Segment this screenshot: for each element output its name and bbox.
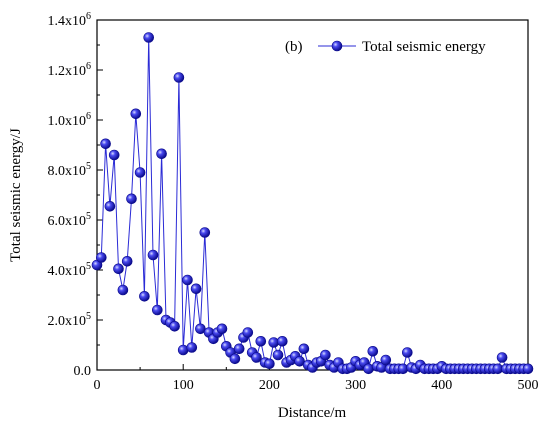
data-point: [108, 149, 120, 161]
data-point: [255, 335, 267, 347]
panel-label: (b): [285, 39, 303, 55]
legend-marker: [331, 40, 343, 52]
y-tick-label: 4.0x105: [48, 261, 92, 279]
data-point: [264, 358, 275, 370]
data-point: [121, 255, 133, 267]
data-point: [173, 72, 185, 83]
data-point: [126, 193, 137, 205]
y-tick-label: 2.0x105: [48, 311, 92, 329]
data-point: [496, 352, 508, 363]
x-axis-title: Distance/m: [278, 405, 347, 421]
x-tick-label: 100: [173, 378, 194, 393]
data-point: [251, 352, 262, 363]
data-point: [367, 345, 379, 357]
data-point: [147, 249, 159, 261]
data-point: [401, 347, 413, 358]
data-point: [380, 354, 392, 366]
data-point: [186, 342, 198, 353]
data-point: [130, 108, 142, 120]
y-tick-label: 6.0x105: [48, 211, 92, 229]
axis-ticks: 0 100 200 300 400 500 0.0 2.0x105 4.0x105 6.0x105…: [48, 11, 539, 393]
y-tick-label: 1.2x106: [48, 61, 92, 79]
x-tick-label: 400: [431, 378, 452, 393]
data-point: [199, 227, 211, 238]
data-point: [272, 349, 284, 361]
data-point: [169, 320, 180, 332]
data-point: [139, 290, 150, 302]
data-point: [134, 167, 146, 178]
legend-series-name: Total seismic energy: [362, 39, 486, 55]
data-point: [113, 263, 124, 275]
y-tick-label: 0.0: [74, 364, 92, 379]
data-point: [190, 283, 202, 295]
data-point: [229, 353, 241, 365]
y-tick-label: 8.0x105: [48, 161, 92, 179]
data-point: [320, 349, 331, 361]
data-point: [298, 343, 310, 355]
x-tick-label: 0: [94, 378, 101, 393]
legend: (b) Total seismic energy: [285, 39, 486, 55]
y-tick-label: 1.4x106: [48, 11, 92, 29]
data-point: [104, 201, 116, 212]
data-point: [143, 32, 154, 43]
y-tick-label: 1.0x106: [48, 111, 92, 129]
y-axis-title: Total seismic energy/J: [8, 128, 24, 262]
data-point: [242, 327, 254, 338]
x-tick-label: 200: [259, 378, 280, 393]
data-point: [182, 274, 193, 286]
data-point: [117, 284, 129, 296]
x-tick-label: 300: [345, 378, 366, 393]
data-point: [100, 138, 111, 150]
data-point: [96, 252, 107, 263]
series-group: [91, 32, 534, 375]
data-point: [233, 343, 245, 355]
data-point: [216, 323, 228, 335]
x-tick-label: 500: [518, 378, 539, 393]
data-point: [156, 148, 167, 160]
data-point: [522, 363, 534, 375]
data-point: [152, 304, 163, 316]
data-point: [276, 335, 288, 347]
